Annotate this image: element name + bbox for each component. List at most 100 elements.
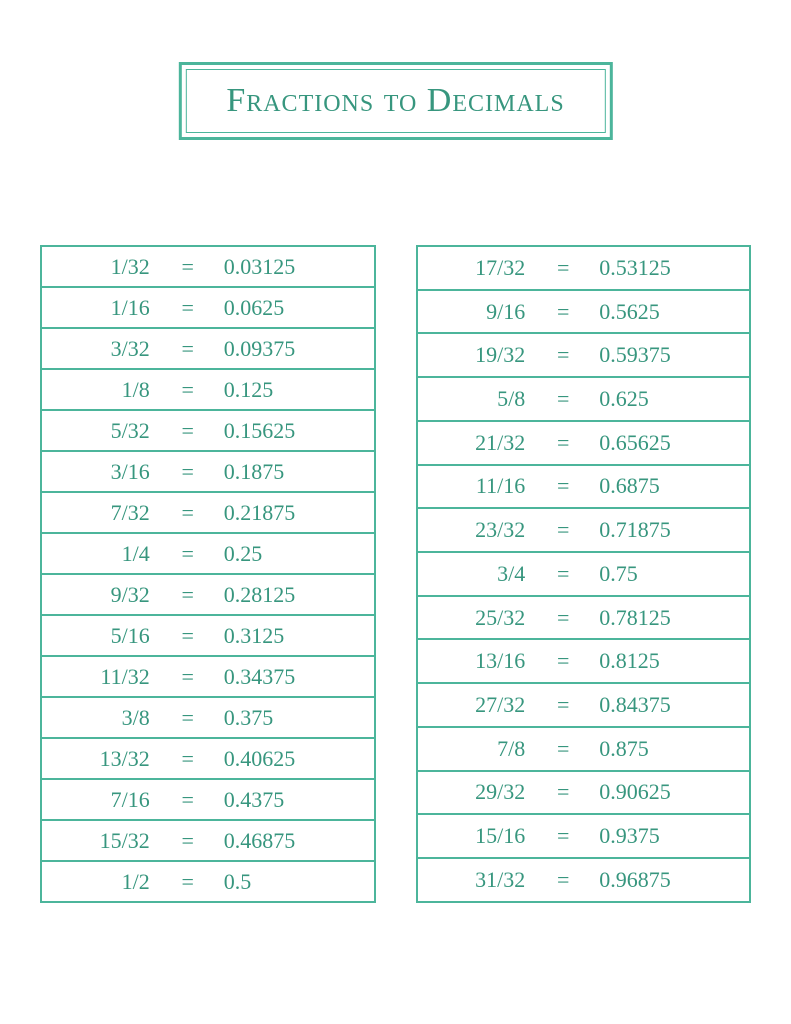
fraction-cell: 9/32 bbox=[41, 574, 168, 615]
fraction-cell: 7/32 bbox=[41, 492, 168, 533]
fraction-cell: 5/32 bbox=[41, 410, 168, 451]
equals-cell: = bbox=[168, 861, 208, 902]
fraction-cell: 11/32 bbox=[41, 656, 168, 697]
title-outer-border: Fractions to Decimals bbox=[178, 62, 612, 140]
decimal-cell: 0.90625 bbox=[583, 771, 750, 815]
table-row: 3/16=0.1875 bbox=[41, 451, 375, 492]
table-row: 3/8=0.375 bbox=[41, 697, 375, 738]
left-conversion-table: 1/32=0.031251/16=0.06253/32=0.093751/8=0… bbox=[40, 245, 376, 903]
equals-cell: = bbox=[543, 814, 583, 858]
decimal-cell: 0.8125 bbox=[583, 639, 750, 683]
title-container: Fractions to Decimals bbox=[174, 58, 616, 144]
fraction-cell: 3/32 bbox=[41, 328, 168, 369]
equals-cell: = bbox=[543, 377, 583, 421]
table-row: 7/8=0.875 bbox=[417, 727, 751, 771]
decimal-cell: 0.5 bbox=[208, 861, 375, 902]
fraction-cell: 13/16 bbox=[417, 639, 544, 683]
decimal-cell: 0.03125 bbox=[208, 246, 375, 287]
table-row: 5/8=0.625 bbox=[417, 377, 751, 421]
equals-cell: = bbox=[168, 656, 208, 697]
equals-cell: = bbox=[168, 615, 208, 656]
table-row: 1/8=0.125 bbox=[41, 369, 375, 410]
table-row: 17/32=0.53125 bbox=[417, 246, 751, 290]
equals-cell: = bbox=[168, 492, 208, 533]
equals-cell: = bbox=[168, 533, 208, 574]
decimal-cell: 0.1875 bbox=[208, 451, 375, 492]
equals-cell: = bbox=[543, 552, 583, 596]
table-row: 21/32=0.65625 bbox=[417, 421, 751, 465]
table-row: 25/32=0.78125 bbox=[417, 596, 751, 640]
equals-cell: = bbox=[543, 333, 583, 377]
table-row: 29/32=0.90625 bbox=[417, 771, 751, 815]
decimal-cell: 0.84375 bbox=[583, 683, 750, 727]
decimal-cell: 0.3125 bbox=[208, 615, 375, 656]
equals-cell: = bbox=[168, 287, 208, 328]
decimal-cell: 0.4375 bbox=[208, 779, 375, 820]
equals-cell: = bbox=[543, 858, 583, 902]
equals-cell: = bbox=[543, 596, 583, 640]
table-row: 3/32=0.09375 bbox=[41, 328, 375, 369]
equals-cell: = bbox=[168, 451, 208, 492]
decimal-cell: 0.46875 bbox=[208, 820, 375, 861]
table-row: 7/32=0.21875 bbox=[41, 492, 375, 533]
decimal-cell: 0.59375 bbox=[583, 333, 750, 377]
equals-cell: = bbox=[168, 779, 208, 820]
fraction-cell: 3/8 bbox=[41, 697, 168, 738]
table-row: 19/32=0.59375 bbox=[417, 333, 751, 377]
table-row: 9/32=0.28125 bbox=[41, 574, 375, 615]
equals-cell: = bbox=[168, 820, 208, 861]
fraction-cell: 31/32 bbox=[417, 858, 544, 902]
right-conversion-table: 17/32=0.531259/16=0.562519/32=0.593755/8… bbox=[416, 245, 752, 903]
decimal-cell: 0.15625 bbox=[208, 410, 375, 451]
decimal-cell: 0.34375 bbox=[208, 656, 375, 697]
equals-cell: = bbox=[168, 369, 208, 410]
fraction-cell: 1/16 bbox=[41, 287, 168, 328]
decimal-cell: 0.28125 bbox=[208, 574, 375, 615]
equals-cell: = bbox=[543, 290, 583, 334]
fraction-cell: 19/32 bbox=[417, 333, 544, 377]
decimal-cell: 0.625 bbox=[583, 377, 750, 421]
title-inner-border: Fractions to Decimals bbox=[185, 69, 605, 133]
fraction-cell: 15/16 bbox=[417, 814, 544, 858]
table-row: 15/16=0.9375 bbox=[417, 814, 751, 858]
table-row: 23/32=0.71875 bbox=[417, 508, 751, 552]
fraction-cell: 9/16 bbox=[417, 290, 544, 334]
decimal-cell: 0.09375 bbox=[208, 328, 375, 369]
tables-container: 1/32=0.031251/16=0.06253/32=0.093751/8=0… bbox=[40, 245, 751, 903]
decimal-cell: 0.9375 bbox=[583, 814, 750, 858]
fraction-cell: 1/32 bbox=[41, 246, 168, 287]
table-row: 1/16=0.0625 bbox=[41, 287, 375, 328]
table-row: 11/32=0.34375 bbox=[41, 656, 375, 697]
table-row: 11/16=0.6875 bbox=[417, 465, 751, 509]
equals-cell: = bbox=[543, 639, 583, 683]
equals-cell: = bbox=[168, 697, 208, 738]
fraction-cell: 1/4 bbox=[41, 533, 168, 574]
fraction-cell: 23/32 bbox=[417, 508, 544, 552]
fraction-cell: 13/32 bbox=[41, 738, 168, 779]
table-row: 5/16=0.3125 bbox=[41, 615, 375, 656]
decimal-cell: 0.71875 bbox=[583, 508, 750, 552]
table-row: 13/32=0.40625 bbox=[41, 738, 375, 779]
equals-cell: = bbox=[543, 421, 583, 465]
fraction-cell: 1/8 bbox=[41, 369, 168, 410]
decimal-cell: 0.375 bbox=[208, 697, 375, 738]
fraction-cell: 3/16 bbox=[41, 451, 168, 492]
page-title: Fractions to Decimals bbox=[226, 82, 564, 120]
fraction-cell: 7/8 bbox=[417, 727, 544, 771]
table-row: 9/16=0.5625 bbox=[417, 290, 751, 334]
table-row: 31/32=0.96875 bbox=[417, 858, 751, 902]
table-row: 1/32=0.03125 bbox=[41, 246, 375, 287]
table-row: 3/4=0.75 bbox=[417, 552, 751, 596]
equals-cell: = bbox=[543, 246, 583, 290]
decimal-cell: 0.78125 bbox=[583, 596, 750, 640]
fraction-cell: 27/32 bbox=[417, 683, 544, 727]
equals-cell: = bbox=[168, 574, 208, 615]
table-row: 7/16=0.4375 bbox=[41, 779, 375, 820]
fraction-cell: 7/16 bbox=[41, 779, 168, 820]
fraction-cell: 5/16 bbox=[41, 615, 168, 656]
equals-cell: = bbox=[168, 410, 208, 451]
table-row: 5/32=0.15625 bbox=[41, 410, 375, 451]
decimal-cell: 0.875 bbox=[583, 727, 750, 771]
table-row: 13/16=0.8125 bbox=[417, 639, 751, 683]
equals-cell: = bbox=[543, 508, 583, 552]
